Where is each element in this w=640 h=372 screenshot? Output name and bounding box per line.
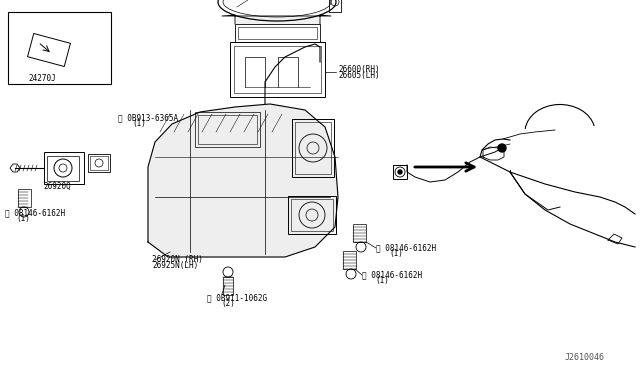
Text: 26925N(LH): 26925N(LH) [152, 261, 198, 270]
Bar [238, 27, 317, 39]
Text: 26920Q: 26920Q [43, 182, 71, 191]
Bar [90, 156, 108, 170]
Bar [44, 152, 84, 184]
Bar [353, 224, 366, 242]
Bar [88, 154, 110, 172]
Bar [8, 12, 111, 84]
Bar [230, 42, 325, 97]
Bar [329, 0, 341, 12]
Text: Ⓑ 08146-6162H: Ⓑ 08146-6162H [376, 243, 436, 252]
Text: Ⓑ 08146-6162H: Ⓑ 08146-6162H [362, 270, 422, 279]
Circle shape [498, 144, 506, 152]
Text: (1): (1) [132, 119, 146, 128]
Text: 26600(RH): 26600(RH) [338, 65, 380, 74]
Text: (1): (1) [16, 214, 30, 223]
Bar [292, 119, 334, 177]
Text: Ⓑ 08146-6162H: Ⓑ 08146-6162H [5, 208, 65, 217]
Text: 24270J: 24270J [28, 74, 56, 83]
Text: (2): (2) [221, 299, 235, 308]
Bar [288, 196, 336, 234]
Bar [235, 24, 320, 42]
Bar [47, 156, 79, 181]
Text: J2610046: J2610046 [565, 353, 605, 362]
Bar [223, 277, 233, 295]
Circle shape [398, 170, 402, 174]
Text: 26605(LH): 26605(LH) [338, 71, 380, 80]
Bar [393, 165, 407, 179]
Text: (1): (1) [375, 276, 389, 285]
Text: Ⓝ 0B911-1062G: Ⓝ 0B911-1062G [207, 293, 267, 302]
Bar [195, 112, 260, 147]
Text: 26920N (RH): 26920N (RH) [152, 255, 203, 264]
Bar [343, 251, 356, 269]
Text: (1): (1) [389, 249, 403, 258]
Polygon shape [222, 15, 331, 24]
Bar [291, 199, 333, 231]
Bar [295, 122, 331, 174]
Text: Ⓝ 0B913-6365A: Ⓝ 0B913-6365A [118, 113, 178, 122]
Bar [234, 46, 321, 93]
Polygon shape [148, 104, 338, 257]
Bar [198, 115, 257, 144]
Bar [18, 189, 31, 207]
